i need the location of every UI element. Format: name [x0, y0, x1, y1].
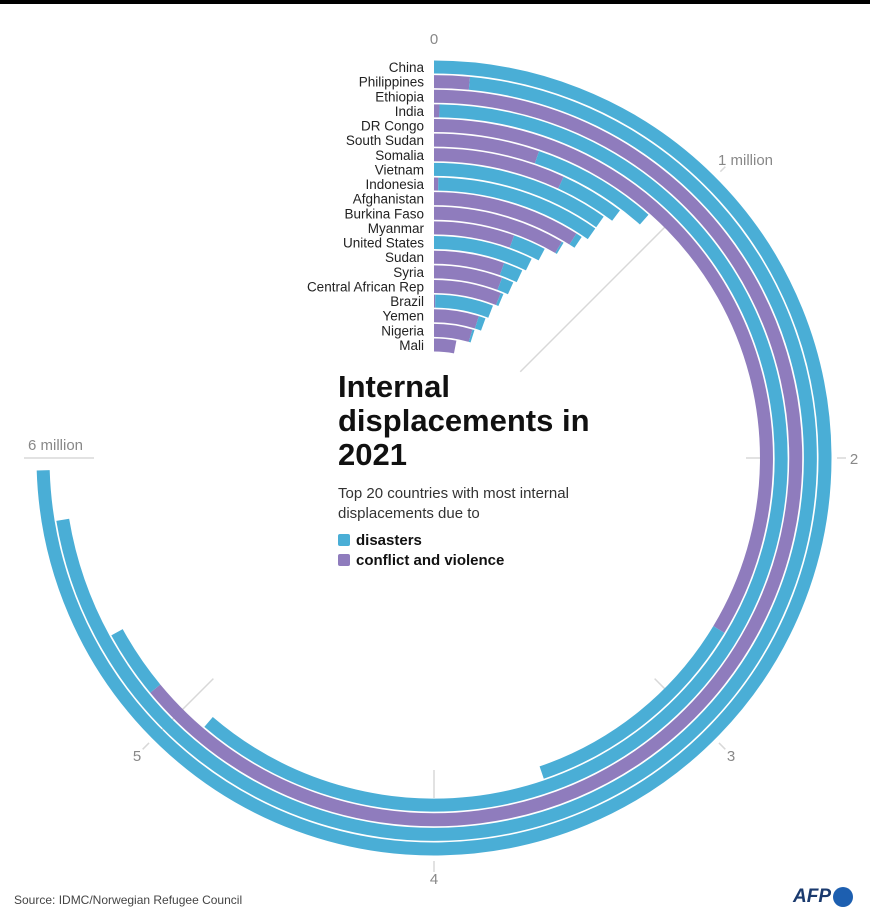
legend-item-disasters: disasters	[338, 530, 504, 550]
top-border	[0, 0, 870, 4]
country-label: Sudan	[385, 250, 424, 265]
country-label: Myanmar	[368, 221, 425, 236]
country-label: China	[389, 60, 425, 75]
country-label: Philippines	[359, 75, 425, 90]
logo-dot-icon	[833, 887, 853, 907]
bar-segment	[433, 75, 471, 90]
country-label: South Sudan	[346, 133, 424, 148]
bar-segment	[433, 162, 604, 228]
bar-segment	[433, 119, 773, 633]
bar-segment	[111, 629, 161, 693]
chart-subtitle: Top 20 countries with most internal disp…	[338, 485, 569, 522]
bar-segment	[499, 262, 523, 283]
bar-segment	[433, 192, 577, 245]
bar-segment	[36, 60, 832, 856]
bar-segment	[433, 338, 457, 354]
tick-label: 3	[727, 748, 735, 765]
country-label: Ethiopia	[375, 89, 424, 104]
country-label: Syria	[393, 265, 424, 280]
country-label: India	[395, 104, 425, 119]
bar-segment	[438, 177, 596, 240]
bar-segment	[433, 309, 479, 329]
afp-logo: AFP	[793, 886, 853, 908]
tick-label: 5	[133, 748, 141, 765]
bar-segment	[433, 250, 505, 276]
bar-segment	[468, 329, 475, 343]
bar-segment	[433, 221, 515, 248]
country-label: Somalia	[375, 148, 424, 163]
country-label: Yemen	[382, 309, 424, 324]
bar-segment	[497, 277, 514, 295]
bar-segment	[433, 148, 564, 189]
tick-line	[719, 166, 726, 173]
legend-label: disasters	[356, 531, 422, 549]
legend-swatch-disasters	[338, 534, 350, 546]
bar-segment	[474, 316, 486, 331]
tick-label: 2	[850, 451, 858, 468]
country-label: Mali	[399, 338, 424, 353]
tick-label: 6 million	[28, 437, 83, 454]
bar-segment	[433, 206, 562, 253]
bar-segment	[433, 265, 503, 290]
country-label: United States	[343, 236, 424, 251]
bar-segment	[495, 292, 504, 307]
country-label: Nigeria	[381, 323, 424, 338]
bar-segment	[433, 279, 501, 306]
bar-segment	[558, 176, 620, 221]
bar-segment	[534, 151, 649, 225]
bar-segment	[509, 235, 545, 261]
country-label: DR Congo	[361, 119, 424, 134]
bar-segment	[433, 133, 540, 164]
country-label: Vietnam	[375, 162, 424, 177]
bar-segment	[539, 626, 725, 779]
legend: disasters conflict and violence	[338, 530, 504, 570]
logo-text: AFP	[793, 886, 831, 907]
bar-segment	[555, 241, 564, 254]
country-label: Central African Rep	[307, 279, 424, 294]
tick-label: 1 million	[718, 152, 773, 169]
country-label: Burkina Faso	[344, 206, 424, 221]
bar-segment	[150, 89, 803, 827]
source-note: Source: IDMC/Norwegian Refugee Council	[14, 893, 243, 907]
tick-label: 4	[430, 871, 438, 888]
country-label: Afghanistan	[353, 192, 424, 207]
bar-segment	[204, 104, 788, 812]
bar-segment	[435, 294, 493, 318]
bar-segment	[56, 76, 817, 841]
legend-label: conflict and violence	[356, 551, 505, 569]
bar-segment	[569, 233, 582, 248]
tick-line	[519, 226, 666, 373]
country-label: Indonesia	[365, 177, 424, 192]
tick-line	[718, 742, 726, 750]
bar-segment	[433, 323, 473, 342]
tick-line	[142, 742, 150, 750]
legend-item-conflict: conflict and violence	[338, 550, 504, 570]
country-label: Brazil	[390, 294, 424, 309]
tick-label: 0	[430, 31, 438, 48]
legend-swatch-conflict	[338, 554, 350, 566]
bar-segment	[433, 236, 532, 271]
chart-title: Internal displacements in 2021	[338, 369, 590, 472]
